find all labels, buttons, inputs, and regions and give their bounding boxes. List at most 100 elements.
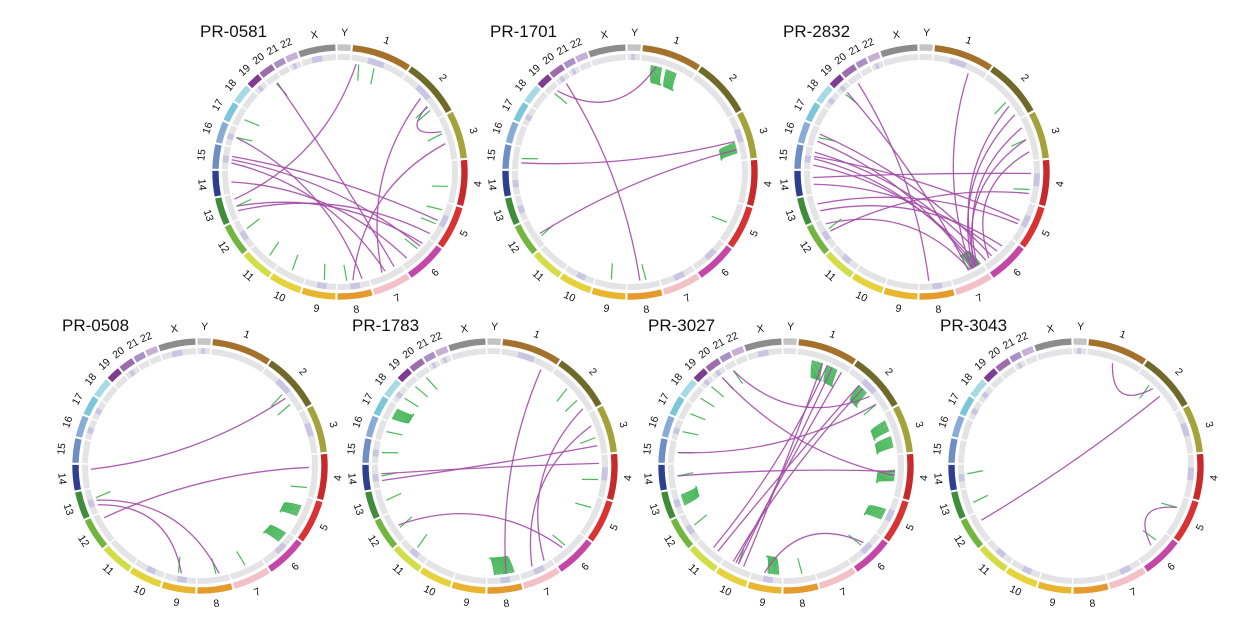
chromosome-label: 12	[797, 239, 814, 255]
chromosome-label: 6	[289, 560, 302, 573]
chromosome-segment	[718, 350, 733, 364]
intra-chromosomal-link	[488, 557, 496, 575]
chromosome-label: 18	[959, 371, 976, 388]
track-block	[372, 449, 380, 457]
track-block	[1077, 348, 1082, 355]
chromosome-segment	[361, 437, 373, 464]
chromosome-segment	[892, 404, 914, 454]
track-segment	[82, 464, 91, 489]
chromosome-segment	[661, 414, 676, 439]
chromosome-label: 11	[686, 562, 702, 578]
inter-chromosomal-link	[352, 143, 446, 281]
track-block	[762, 575, 773, 584]
track-block	[304, 422, 314, 437]
inter-chromosomal-link	[735, 371, 843, 564]
chromosome-segment	[372, 272, 411, 296]
chromosome-segment	[1005, 566, 1039, 588]
chromosome-segment	[316, 453, 329, 501]
sample-panel: PR-2832 12345678910111213141516171819202…	[777, 22, 1066, 316]
chromosome-label: 13	[783, 208, 798, 223]
chromosome-segment	[933, 44, 993, 72]
chromosome-label: 15	[641, 442, 654, 455]
chromosome-label: 5	[1040, 228, 1053, 239]
chromosome-label: 16	[936, 415, 951, 430]
chromosome-label: 20	[986, 345, 1003, 362]
chromosome-label: 16	[200, 121, 215, 136]
inter-chromosomal-link	[565, 83, 641, 281]
track-block	[533, 564, 546, 575]
chromosome-label: 21	[555, 42, 571, 58]
chromosome-label: 15	[195, 148, 208, 161]
track-block	[1119, 564, 1132, 575]
track-segment	[1138, 533, 1171, 564]
chromosome-label: 6	[1011, 266, 1024, 279]
intra-chromosomal-link	[1142, 530, 1157, 541]
chromosome-segment	[715, 566, 749, 588]
chromosome-segment	[548, 63, 566, 79]
chromosome-label: 5	[904, 522, 917, 533]
track-segment	[290, 497, 314, 536]
track-segment	[1037, 348, 1073, 361]
inter-chromosomal-link	[381, 445, 598, 482]
intra-chromosomal-link	[291, 254, 299, 271]
inter-chromosomal-link	[376, 98, 421, 273]
chromosome-label: X	[756, 323, 765, 336]
inter-chromosomal-link	[398, 513, 563, 549]
intra-chromosomal-link	[427, 133, 443, 142]
intra-chromosomal-link	[863, 513, 882, 520]
chromosome-segment	[71, 464, 82, 492]
chromosome-label: 8	[799, 597, 806, 610]
inter-chromosomal-link	[103, 466, 310, 519]
intra-chromosomal-link	[236, 551, 246, 566]
chromosome-segment	[512, 101, 530, 124]
chromosome-label: 14	[777, 178, 790, 191]
track-block	[409, 547, 421, 559]
intra-chromosomal-link	[246, 218, 260, 230]
track-block	[861, 378, 877, 395]
chromosome-label: 20	[110, 345, 127, 362]
chromosome-segment	[824, 250, 855, 279]
chromosome-segment	[1033, 337, 1073, 353]
chromosome-segment	[1143, 359, 1189, 408]
chromosome-label: 3	[1202, 420, 1215, 429]
chromosome-label: 18	[513, 77, 530, 94]
track-block	[1033, 173, 1040, 187]
intra-chromosomal-link	[343, 264, 348, 281]
chromosome-label: 14	[931, 472, 944, 485]
chromosome-label: 12	[951, 533, 968, 549]
chromosome-label: 7	[252, 586, 262, 599]
chromosome-segment	[336, 288, 374, 301]
chromosome-label: 4	[622, 475, 634, 482]
chromosome-segment	[118, 357, 136, 373]
track-block	[827, 97, 836, 106]
chromosome-label: 22	[569, 36, 585, 52]
intra-chromosomal-link	[580, 437, 596, 445]
inter-chromosomal-link	[416, 105, 442, 134]
chromosome-label: 15	[777, 148, 790, 161]
chromosome-label: 9	[894, 302, 902, 315]
intra-chromosomal-link	[855, 392, 867, 408]
chromosome-segment	[726, 205, 754, 249]
intra-chromosomal-link	[876, 446, 894, 455]
inter-chromosomal-link	[981, 395, 1161, 521]
chromosome-segment	[853, 538, 889, 573]
chromosome-segment	[662, 272, 701, 296]
chromosome-segment	[106, 367, 123, 384]
chromosome-segment	[994, 357, 1012, 373]
track-segment	[797, 348, 851, 373]
chromosome-label: 16	[60, 415, 75, 430]
track-segment	[1001, 366, 1017, 380]
chromosome-label: 15	[931, 442, 944, 455]
chromosome-label: 17	[360, 391, 376, 407]
inter-chromosomal-link	[830, 191, 1029, 232]
chromosome-label: 22	[725, 330, 741, 346]
inter-chromosomal-link	[90, 397, 286, 470]
intra-chromosomal-link	[426, 205, 443, 211]
track-block	[1187, 467, 1194, 481]
track-segment	[591, 54, 627, 67]
inter-chromosomal-link	[813, 155, 1020, 221]
chromosome-label: 3	[326, 420, 339, 429]
track-block	[685, 524, 696, 535]
track-segment	[265, 72, 281, 86]
chromosome-label: 9	[602, 302, 610, 315]
